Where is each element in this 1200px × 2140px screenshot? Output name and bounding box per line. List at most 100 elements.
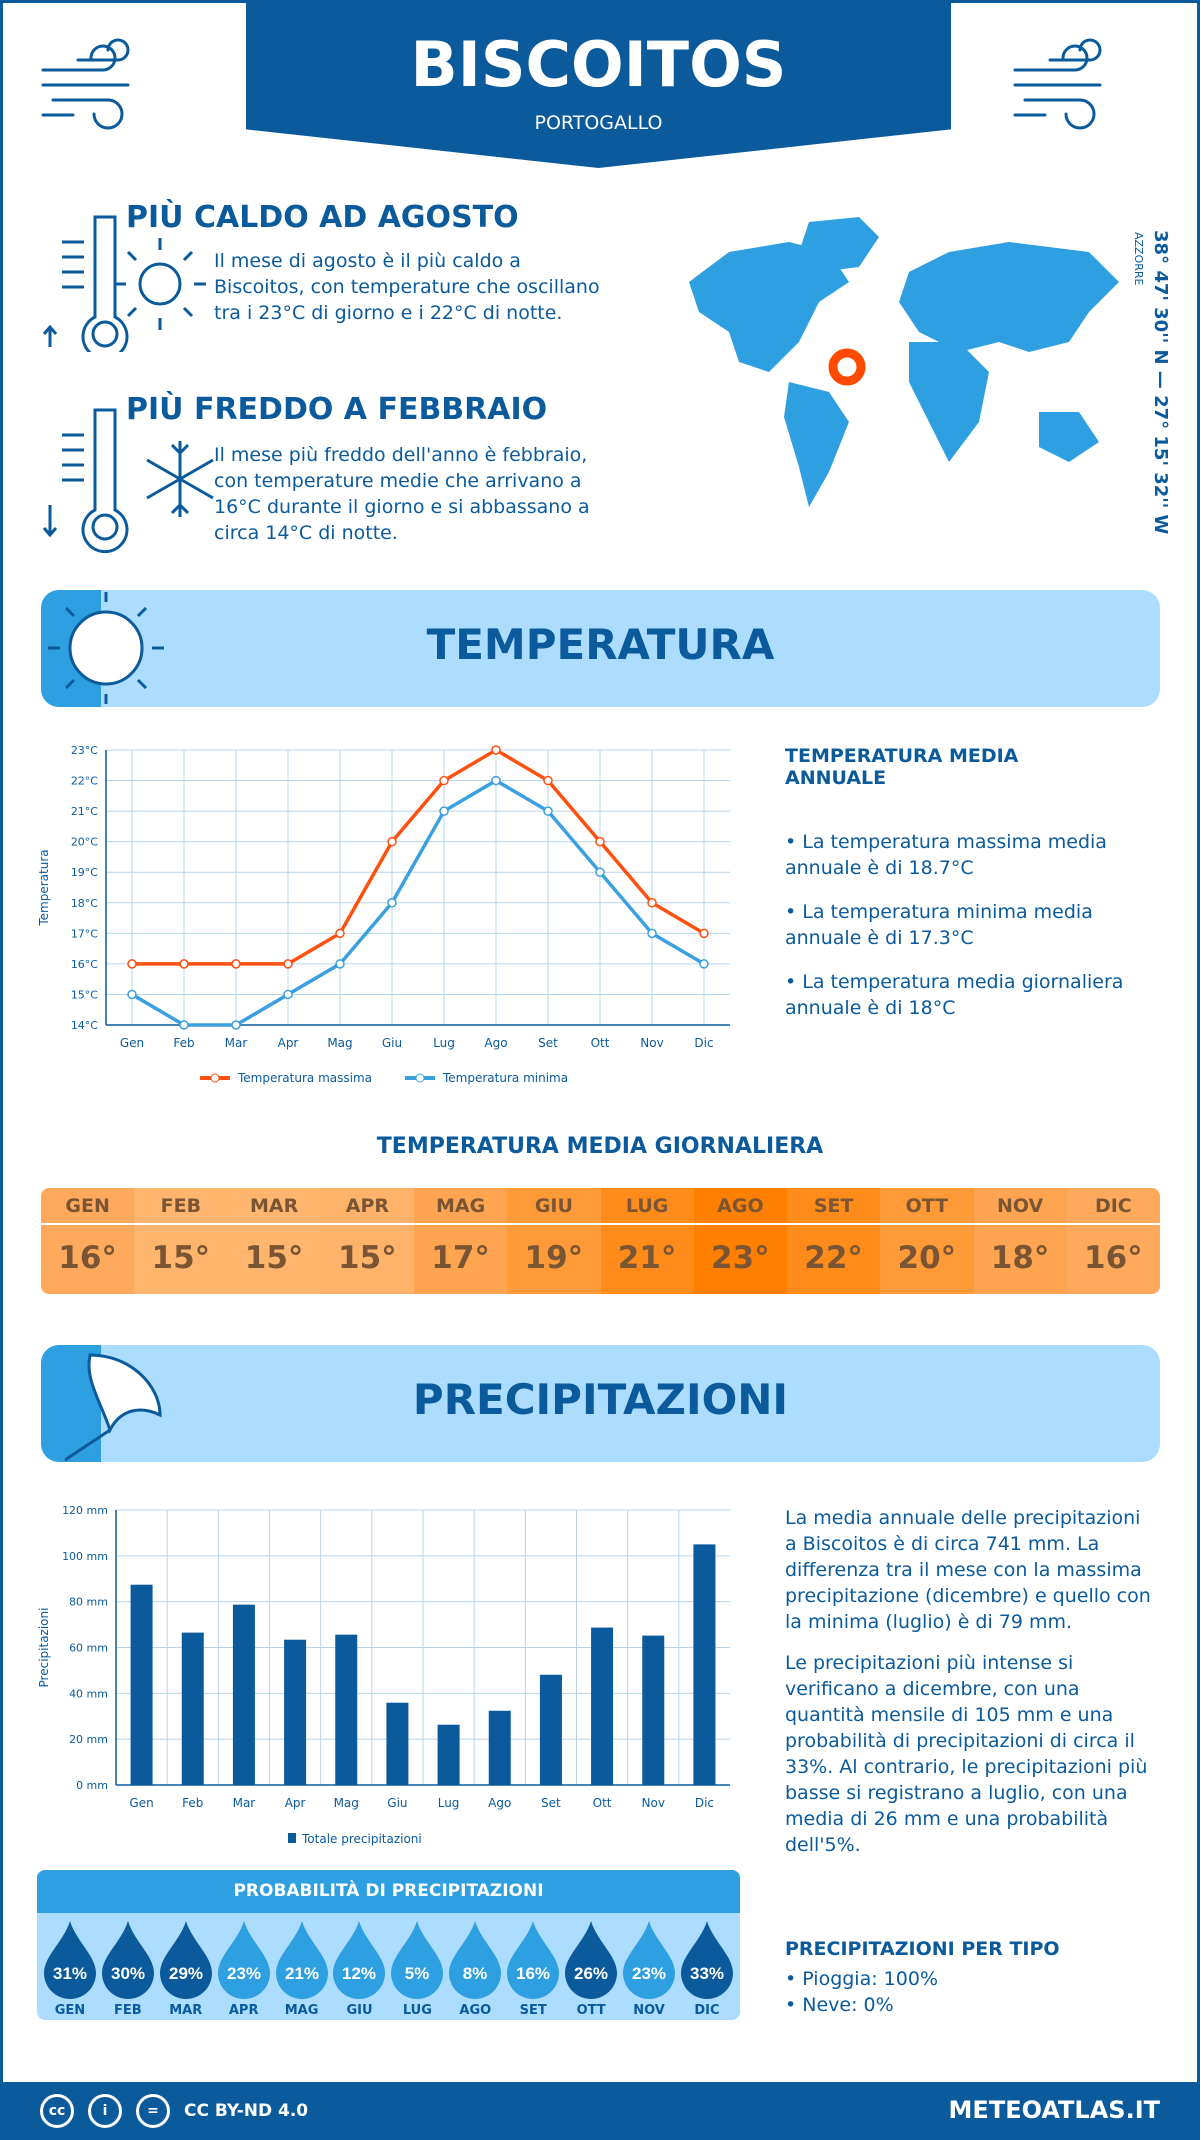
temperature-title: TEMPERATURA: [426, 620, 775, 669]
data-point: [699, 959, 709, 969]
probability-drop: 5% LUG: [390, 1913, 445, 2018]
probability-value: 26%: [574, 1964, 608, 1983]
legend-marker: [210, 1073, 220, 1083]
probability-drop: 12% GIU: [332, 1913, 387, 2018]
probability-value: 31%: [53, 1964, 87, 1983]
raindrop-icon: 16%: [507, 1921, 560, 1999]
daily-cell: LUG 21°: [600, 1188, 694, 1294]
probability-drop: 29% MAR: [158, 1913, 213, 2018]
series-line: [132, 747, 705, 966]
probability-value: 23%: [632, 1964, 666, 1983]
probability-drop: 30% FEB: [100, 1913, 155, 2018]
page-subtitle: PORTOGALLO: [534, 112, 663, 134]
daily-cell: MAR 15°: [227, 1188, 321, 1294]
header-band: [246, 0, 951, 168]
x-tick-label: Apr: [278, 1036, 299, 1050]
y-tick-label: 60 mm: [69, 1642, 108, 1655]
probability-value: 12%: [342, 1964, 376, 1983]
daily-value: 20°: [897, 1240, 957, 1276]
raindrop-icon: 30%: [101, 1921, 154, 1999]
wind-icon: [41, 38, 130, 130]
daily-month: SET: [787, 1188, 881, 1225]
y-tick-label: 19°C: [71, 866, 98, 879]
probability-title: PROBABILITÀ DI PRECIPITAZIONI: [37, 1870, 740, 1913]
data-point: [387, 898, 397, 908]
raindrop-icon: 23%: [623, 1921, 676, 1999]
raindrop-icon: 26%: [565, 1921, 618, 1999]
y-tick-label: 120 mm: [62, 1504, 108, 1517]
raindrop-icon: 12%: [333, 1921, 386, 1999]
daily-cell: MAG 17°: [414, 1188, 508, 1294]
data-point: [595, 867, 605, 877]
probability-month: APR: [228, 2003, 259, 2018]
daily-value: 22°: [804, 1240, 863, 1276]
raindrop-icon: 29%: [159, 1921, 212, 1999]
attribution-icon: i: [88, 2094, 122, 2128]
probability-month: GEN: [54, 2003, 86, 2018]
daily-cell: NOV 18°: [973, 1188, 1067, 1294]
raindrop-icon: 23%: [217, 1921, 270, 1999]
wind-icon: [1013, 38, 1102, 130]
bar: [335, 1634, 358, 1785]
daily-month: OTT: [880, 1188, 974, 1225]
x-tick-label: Feb: [173, 1036, 194, 1050]
probability-value: 5%: [405, 1964, 430, 1983]
probability-drop: 23% NOV: [622, 1913, 677, 2018]
probability-month: MAR: [169, 2003, 203, 2018]
daily-cell: APR 15°: [320, 1188, 414, 1294]
x-tick-label: Set: [538, 1036, 558, 1050]
coordinates: 38° 47' 30'' N — 27° 15' 32'' W: [1150, 230, 1171, 535]
probability-drop: 21% MAG: [274, 1913, 329, 2018]
data-point: [439, 775, 449, 786]
data-point: [179, 1020, 189, 1030]
y-tick-label: 80 mm: [69, 1596, 108, 1609]
daily-month: MAG: [414, 1188, 508, 1225]
raindrop-icon: 33%: [680, 1921, 733, 1999]
probability-drop: 8% AGO: [448, 1913, 503, 2018]
data-point: [179, 959, 189, 969]
daily-cell: DIC 16°: [1066, 1188, 1160, 1294]
daily-month: GEN: [41, 1188, 135, 1225]
y-axis-label: Temperatura: [37, 849, 51, 926]
x-tick-label: Nov: [640, 1036, 663, 1050]
x-tick-label: Ott: [591, 1036, 610, 1050]
x-tick-label: Set: [541, 1796, 561, 1810]
daily-month: APR: [320, 1188, 414, 1225]
data-point: [283, 959, 293, 969]
daily-cell: OTT 20°: [880, 1188, 974, 1294]
site-link[interactable]: METEOATLAS.IT: [948, 2096, 1160, 2124]
y-tick-label: 16°C: [71, 958, 98, 971]
y-tick-label: 22°C: [71, 775, 98, 788]
x-tick-label: Mar: [233, 1796, 256, 1810]
probability-drop: 16% SET: [506, 1913, 561, 2018]
x-tick-label: Mar: [225, 1036, 248, 1050]
daily-temperature-table: GEN 16° FEB 15° MAR 15° APR 15° MAG 17° GIU 19° LUG 2…: [41, 1188, 1160, 1294]
probability-drop: 33% DIC: [679, 1913, 734, 2018]
warm-text: Il mese di agosto è il più caldo a Bisco…: [214, 250, 600, 324]
precip-type-snow: • Neve: 0%: [785, 1994, 894, 2016]
data-point: [491, 745, 501, 755]
probability-month: FEB: [114, 2003, 142, 2018]
daily-month: FEB: [134, 1188, 228, 1225]
daily-value: 21°: [617, 1240, 677, 1276]
daily-cell: AGO 23°: [693, 1188, 787, 1294]
temp-bullet: • La temperatura media giornaliera annua…: [785, 971, 1124, 1019]
temperature-banner: [41, 590, 1160, 707]
raindrop-icon: 8%: [449, 1921, 502, 1999]
daily-month: AGO: [693, 1188, 787, 1225]
probability-value: 23%: [227, 1964, 261, 1983]
probability-panel: PROBABILITÀ DI PRECIPITAZIONI 31% GEN 30% F…: [37, 1870, 740, 2020]
probability-value: 16%: [516, 1964, 550, 1983]
daily-cell: GIU 19°: [507, 1188, 601, 1294]
precip-detail: Le precipitazioni più intense si verific…: [785, 1652, 1148, 1856]
probability-month: OTT: [576, 2003, 606, 2018]
legend-label: Totale precipitazioni: [301, 1832, 422, 1846]
daily-value: 15°: [151, 1240, 211, 1276]
data-point: [387, 836, 397, 847]
cold-text: Il mese più freddo dell'anno è febbraio,…: [214, 444, 590, 544]
bar: [591, 1627, 614, 1785]
precipitation-title: PRECIPITAZIONI: [412, 1375, 789, 1424]
probability-value: 33%: [690, 1964, 724, 1983]
bar: [181, 1632, 204, 1785]
legend-marker: [415, 1073, 425, 1083]
